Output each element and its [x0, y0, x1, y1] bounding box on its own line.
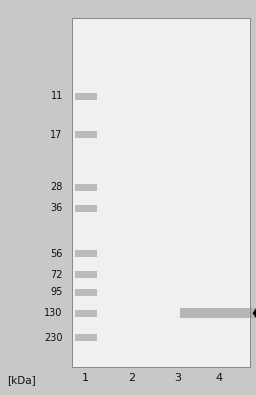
- Text: 17: 17: [50, 130, 63, 140]
- Text: 230: 230: [44, 333, 63, 342]
- Bar: [75, 289, 97, 296]
- Text: 56: 56: [50, 249, 63, 259]
- Bar: [75, 310, 97, 317]
- Text: 28: 28: [50, 182, 63, 192]
- Text: 95: 95: [50, 287, 63, 297]
- Text: 4: 4: [215, 373, 222, 383]
- Bar: [75, 205, 97, 212]
- Bar: [75, 250, 97, 257]
- Text: 72: 72: [50, 270, 63, 280]
- Text: 1: 1: [82, 373, 89, 383]
- Bar: [75, 271, 97, 278]
- Text: [kDa]: [kDa]: [7, 375, 36, 385]
- Text: 130: 130: [44, 308, 63, 318]
- Text: 36: 36: [50, 203, 63, 213]
- Text: 2: 2: [128, 373, 135, 383]
- Bar: [75, 334, 97, 341]
- Bar: [75, 132, 97, 138]
- Bar: [180, 308, 256, 318]
- Bar: [75, 184, 97, 191]
- Polygon shape: [253, 298, 256, 328]
- Text: 11: 11: [50, 91, 63, 102]
- Bar: [72, 18, 250, 367]
- Bar: [75, 93, 97, 100]
- Text: 3: 3: [174, 373, 182, 383]
